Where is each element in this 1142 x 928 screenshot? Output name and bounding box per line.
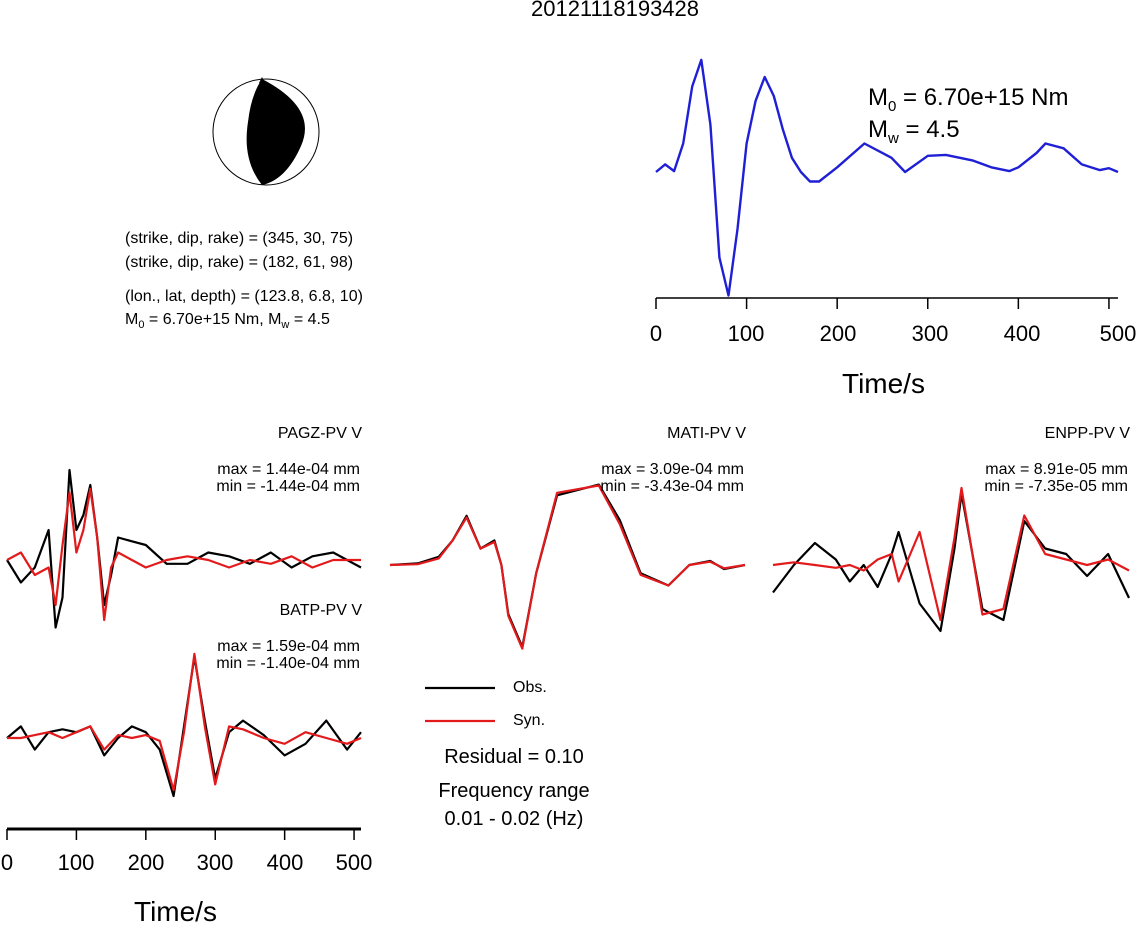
- stf-magnitude-label: Mw = 4.5: [868, 116, 960, 147]
- wave-xtick-label: 300: [196, 850, 234, 875]
- wave-xtick-label: 0: [0, 850, 14, 875]
- legend-syn-label: Syn.: [513, 712, 546, 729]
- waveform-panel: [389, 483, 746, 650]
- beachball-compressional-quadrant: [246, 79, 305, 185]
- station-name: PAGZ-PV V: [277, 425, 362, 442]
- stf-x-axis-label: Time/s: [842, 368, 925, 399]
- station-amplitude: max = 8.91e-05 mm min = -7.35e-05 mm: [984, 461, 1128, 495]
- stf-line: [655, 58, 1119, 297]
- stf-xtick-label: 0: [649, 321, 663, 346]
- waveform-panel: [6, 652, 362, 798]
- observed-trace: [6, 655, 362, 798]
- synthetic-trace: [772, 486, 1130, 622]
- wave-xtick-label: 400: [266, 850, 304, 875]
- wave-xtick-label: 100: [57, 850, 95, 875]
- station-amplitude: max = 3.09e-04 mm min = -3.43e-04 mm: [600, 461, 744, 495]
- station-amplitude: max = 1.44e-04 mm min = -1.44e-04 mm: [216, 461, 360, 495]
- station-name: ENPP-PV V: [1044, 425, 1130, 442]
- station-name: BATP-PV V: [279, 602, 362, 619]
- stf-moment-label: M0 = 6.70e+15 Nm: [868, 84, 1069, 115]
- wave-xtick-label: 200: [127, 850, 165, 875]
- beachball: [212, 77, 320, 186]
- nodal-plane-2: (strike, dip, rake) = (182, 61, 98): [125, 254, 354, 271]
- legend-lines: [425, 686, 495, 723]
- synthetic-trace: [7, 652, 362, 792]
- chart-title: 20121118193428: [530, 0, 700, 21]
- magnitude-summary: M0 = 6.70e+15 Nm, Mw = 4.5: [125, 311, 330, 331]
- station-amplitude: max = 1.59e-04 mm min = -1.40e-04 mm: [216, 638, 360, 672]
- station-name: MATI-PV V: [667, 425, 746, 442]
- frequency-range-label: Frequency range: [438, 780, 590, 802]
- stf-xtick-label: 200: [819, 321, 857, 346]
- waveform-plots: [6, 468, 1130, 840]
- stf-xtick-label: 500: [1099, 321, 1137, 346]
- beachball-top-marker: [259, 77, 265, 83]
- stf-plot: [655, 58, 1119, 309]
- observed-trace: [6, 468, 362, 629]
- legend-obs-label: Obs.: [513, 679, 547, 696]
- stf-xtick-label: 400: [1003, 321, 1041, 346]
- nodal-plane-1: (strike, dip, rake) = (345, 30, 75): [125, 230, 354, 247]
- waveform-panel: [772, 486, 1130, 633]
- synthetic-trace: [389, 484, 746, 650]
- stf-xtick-label: 300: [911, 321, 949, 346]
- waveform-panel: [6, 468, 362, 629]
- stf-xtick-label: 100: [727, 321, 765, 346]
- residual-text: Residual = 0.10: [444, 746, 584, 768]
- synthetic-trace: [6, 487, 361, 622]
- wave-x-axis-label: Time/s: [134, 896, 217, 927]
- wave-xtick-label: 500: [335, 850, 373, 875]
- frequency-range-value: 0.01 - 0.02 (Hz): [444, 808, 584, 830]
- observed-trace: [389, 483, 746, 649]
- hypocenter-location: (lon., lat, depth) = (123.8, 6.8, 10): [125, 288, 363, 305]
